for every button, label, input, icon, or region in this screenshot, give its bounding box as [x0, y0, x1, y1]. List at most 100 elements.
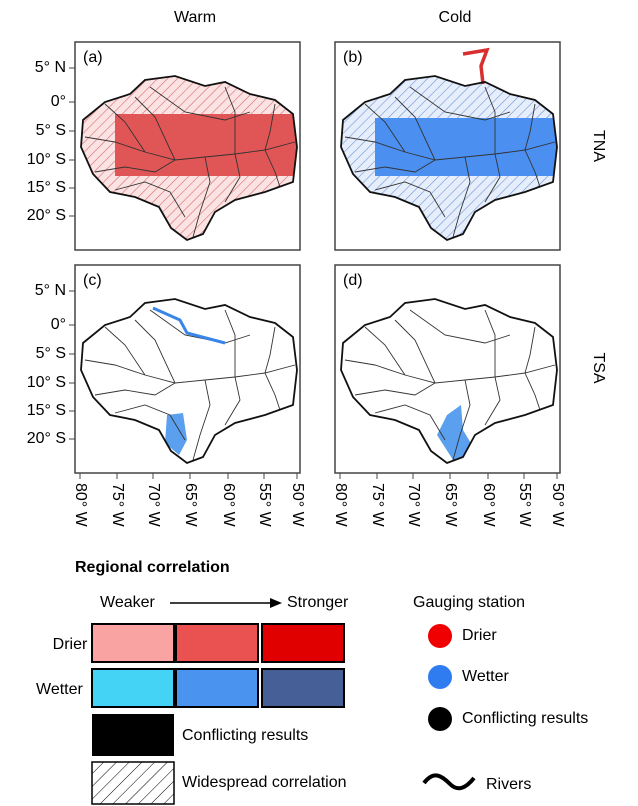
legend-station: [428, 707, 452, 731]
legend-title: Regional correlation: [75, 559, 230, 576]
river: [452, 379, 471, 461]
basin: [81, 299, 297, 463]
river: [484, 86, 496, 154]
panel-label: (c): [83, 272, 102, 289]
river: [114, 181, 186, 218]
river: [374, 404, 446, 441]
x-tick-label: 70° W: [405, 483, 422, 528]
river: [134, 319, 176, 384]
basin: [341, 299, 557, 463]
x-tick-label: 65° W: [442, 483, 459, 528]
legend-swatch: [91, 668, 175, 708]
river: [264, 149, 281, 188]
river: [134, 96, 176, 161]
legend-stronger: Stronger: [287, 594, 349, 611]
river: [224, 153, 241, 203]
region-layer: [375, 118, 557, 176]
x-tick-label: 50° W: [549, 483, 566, 528]
drier-region: [115, 114, 297, 176]
legend-drier: Drier: [53, 636, 88, 653]
river: [524, 103, 536, 151]
legend-swatch: [175, 668, 259, 708]
legend-station-conflicting: Conflicting results: [462, 710, 588, 727]
river: [364, 103, 406, 153]
y-tick-label: 0°: [51, 93, 66, 110]
legend-swatch: [92, 714, 174, 756]
river: [224, 309, 236, 377]
river: [484, 376, 501, 426]
wetter-region: [375, 118, 557, 176]
region-layer: [115, 114, 297, 176]
river: [524, 326, 536, 374]
y-tick-label: 5° S: [36, 122, 66, 139]
river: [409, 86, 511, 121]
river: [192, 156, 211, 238]
map-panel: (a) 5° N 0° 5° S 10° S 15° S 20° S: [27, 41, 301, 251]
x-tick-label: 55° W: [516, 483, 533, 528]
legend-wetter: Wetter: [36, 681, 84, 698]
basin-outline: [340, 75, 558, 242]
x-tick-label: 55° W: [256, 483, 273, 528]
river: [394, 96, 436, 161]
basin-outline: [340, 298, 558, 465]
basin-outline: [80, 298, 298, 465]
river: [344, 136, 556, 161]
panel-label: (b): [343, 49, 363, 66]
map-panel: (d) 80° W 75° W 70° W 65° W 60° W 55° W 50° W: [332, 264, 566, 528]
river: [94, 159, 176, 173]
river: [354, 159, 436, 173]
x-tick-label: 65° W: [182, 483, 199, 528]
legend-station-wetter: Wetter: [462, 668, 510, 685]
river: [354, 382, 436, 396]
legend-conflicting: Conflicting results: [182, 727, 308, 744]
basin-outline: [80, 75, 298, 242]
y-tick-label: 15° S: [27, 402, 66, 419]
river: [344, 359, 556, 384]
river: [84, 359, 296, 384]
x-tick-label: 60° W: [220, 483, 237, 528]
wetter-region: [437, 405, 475, 463]
river: [394, 319, 436, 384]
map-panel: (b): [334, 41, 561, 251]
river: [484, 153, 501, 203]
legend-river: [422, 773, 476, 791]
x-tick-label: 80° W: [332, 483, 349, 528]
x-tick-label: 80° W: [72, 483, 89, 528]
legend-arrowhead: [270, 598, 282, 608]
river: [264, 103, 276, 151]
y-tick-label: 20° S: [27, 430, 66, 447]
panel-label: (d): [343, 272, 363, 289]
x-tick-label: 60° W: [480, 483, 497, 528]
legend-swatch: [175, 623, 259, 663]
y-tick-label: 15° S: [27, 179, 66, 196]
row-title: TNA: [590, 130, 607, 162]
river: [224, 86, 236, 154]
river: [94, 382, 176, 396]
river: [114, 404, 186, 441]
wetter-region: [165, 413, 187, 455]
y-tick-label: 5° N: [35, 282, 66, 299]
y-tick-label: 0°: [51, 316, 66, 333]
region-layer: [437, 405, 475, 463]
river: [452, 156, 471, 238]
x-tick-label: 70° W: [145, 483, 162, 528]
region-layer: [165, 413, 187, 455]
river: [374, 181, 446, 218]
legend-widespread: Widespread correlation: [182, 774, 347, 791]
river: [264, 326, 276, 374]
column-title: Cold: [439, 9, 472, 26]
legend-station-drier: Drier: [462, 627, 497, 644]
y-tick-label: 5° S: [36, 345, 66, 362]
column-title: Warm: [174, 9, 216, 26]
river: [264, 372, 281, 411]
legend-swatch: [261, 623, 345, 663]
river: [104, 326, 146, 376]
legend-swatch: [261, 668, 345, 708]
river: [524, 149, 541, 188]
y-tick-label: 10° S: [27, 151, 66, 168]
legend-weaker: Weaker: [100, 594, 156, 611]
y-tick-label: 20° S: [27, 207, 66, 224]
y-tick-label: 5° N: [35, 59, 66, 76]
x-tick-label: 50° W: [289, 483, 306, 528]
